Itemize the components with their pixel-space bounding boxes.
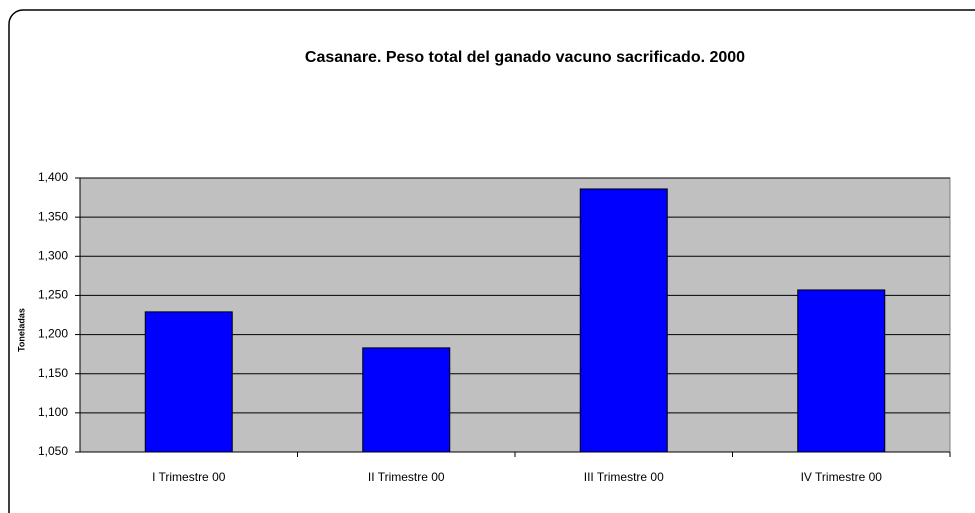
bar (362, 347, 451, 453)
y-tick-label: 1,350 (38, 209, 68, 223)
y-tick-label: 1,400 (38, 170, 68, 184)
bar (797, 289, 886, 453)
bar (579, 188, 668, 453)
y-tick-label: 1,050 (38, 444, 68, 458)
x-tick-label: II Trimestre 00 (368, 470, 445, 484)
y-axis-label: Toneladas (16, 308, 26, 352)
x-tick-label: IV Trimestre 00 (801, 470, 883, 484)
y-tick-label: 1,250 (38, 288, 68, 302)
x-tick-label: I Trimestre 00 (152, 470, 226, 484)
chart-title: Casanare. Peso total del ganado vacuno s… (305, 49, 745, 66)
y-tick-label: 1,300 (38, 248, 68, 262)
y-tick-label: 1,200 (38, 327, 68, 341)
y-tick-label: 1,100 (38, 405, 68, 419)
x-tick-label: III Trimestre 00 (584, 470, 664, 484)
y-tick-label: 1,150 (38, 366, 68, 380)
bar (144, 311, 233, 453)
